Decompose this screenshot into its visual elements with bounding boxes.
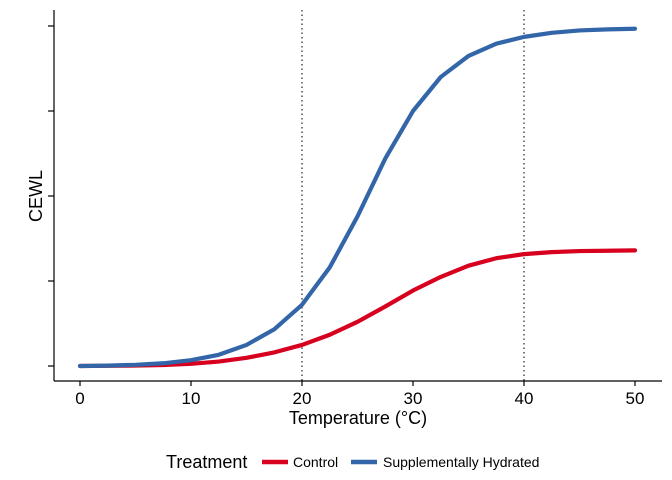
y-ticks (48, 25, 54, 367)
x-tick-label-10: 10 (182, 389, 201, 408)
series-lines (77, 26, 638, 369)
x-tick-label-20: 20 (293, 389, 312, 408)
x-tick-label-0: 0 (75, 389, 84, 408)
legend-label-control: Control (293, 454, 338, 470)
y-axis-title: CEWL (26, 170, 46, 222)
x-tick-label-50: 50 (626, 389, 645, 408)
x-ticks: 0 10 20 30 40 50 (75, 381, 644, 408)
series-line-control (77, 248, 638, 369)
legend-label-supplementally-hydrated: Supplementally Hydrated (383, 454, 539, 470)
x-tick-label-40: 40 (515, 389, 534, 408)
legend-title: Treatment (166, 452, 247, 472)
x-axis: 0 10 20 30 40 50 (54, 380, 662, 408)
legend: Treatment Control Supplementally Hydrate… (166, 452, 539, 472)
x-axis-title: Temperature (°C) (289, 408, 427, 428)
reference-lines (301, 10, 525, 381)
series-line-supplementally-hydrated (77, 26, 638, 369)
x-tick-label-30: 30 (404, 389, 423, 408)
y-axis (48, 10, 55, 381)
